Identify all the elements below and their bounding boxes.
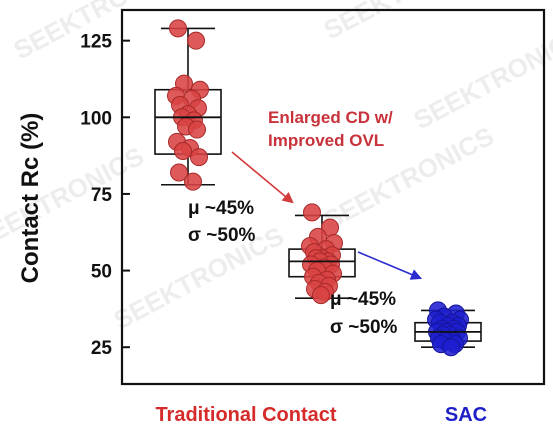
stats-sigma-2: σ ~50% <box>330 317 398 338</box>
data-point <box>184 172 202 191</box>
stats-sigma-1: σ ~50% <box>188 225 256 246</box>
data-point <box>170 163 188 182</box>
y-tick-label: 100 <box>80 108 112 129</box>
box-groups <box>154 19 482 357</box>
data-point <box>303 203 321 222</box>
data-point <box>188 120 206 139</box>
box-group-1 <box>154 19 222 191</box>
arrow-enlarged-to-sac <box>357 251 423 280</box>
arrow-traditional-to-enlarged <box>231 151 294 204</box>
category-label-traditional: Traditional Contact <box>155 404 336 426</box>
y-axis-title: Contact Rc (%) <box>17 113 44 284</box>
y-tick-label: 75 <box>91 185 113 206</box>
data-point <box>187 31 205 50</box>
y-tick-label: 125 <box>80 32 112 53</box>
watermark-text: SEEKTRONICS <box>319 0 499 45</box>
stats-mean-2: μ ~45% <box>330 289 396 310</box>
stats-mean-1: μ ~45% <box>188 198 254 219</box>
transition-label-line-2: Improved OVL <box>268 131 384 150</box>
transition-label-line-1: Enlarged CD w/ <box>268 108 393 127</box>
data-point <box>190 148 208 167</box>
data-point <box>442 338 460 357</box>
y-tick-label: 25 <box>91 338 113 359</box>
y-tick-label: 50 <box>91 262 112 283</box>
watermark-text: SEEKTRONICS <box>409 21 553 136</box>
data-point <box>169 19 187 38</box>
transition-arrows <box>231 151 423 280</box>
data-point <box>174 142 192 161</box>
y-axis: 25 50 75 100 125 <box>80 32 130 359</box>
box-group-2 <box>288 203 356 305</box>
plot-frame <box>120 8 546 386</box>
data-point <box>312 286 330 305</box>
category-label-sac: SAC <box>445 404 487 426</box>
box-group-3 <box>414 301 482 357</box>
